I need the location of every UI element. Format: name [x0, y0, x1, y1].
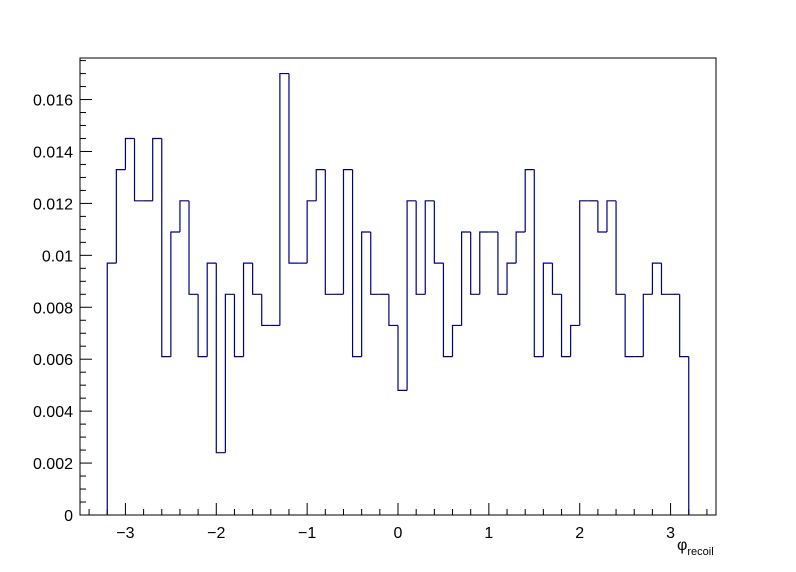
histogram-bin	[179, 200, 190, 232]
x-axis-title-subscript: recoil	[687, 546, 713, 558]
y-tick-label: 0.016	[33, 93, 73, 110]
x-tick-label: 2	[575, 525, 584, 542]
histogram-bin	[252, 263, 262, 295]
histogram-bin	[224, 293, 235, 453]
histogram-bin	[579, 200, 589, 326]
histogram-bin	[279, 72, 289, 326]
histogram-bin	[370, 231, 380, 295]
histogram-bin	[415, 200, 426, 295]
histogram-bin	[615, 200, 626, 295]
histogram-bin	[524, 169, 535, 232]
y-tick-label: 0.002	[33, 456, 73, 473]
histogram-bin	[215, 263, 226, 454]
y-tick-label: 0.004	[33, 404, 73, 421]
histogram-bin	[461, 231, 471, 326]
histogram-bin	[206, 262, 217, 357]
histogram-bin	[660, 263, 671, 295]
y-tick-label: 0.014	[33, 144, 73, 161]
histogram-bin	[606, 200, 617, 232]
x-tick-label: 3	[666, 525, 675, 542]
y-tick-label: 0.006	[33, 352, 73, 369]
histogram-bin	[479, 231, 489, 295]
y-tick-label: 0	[64, 508, 73, 525]
histogram-bin	[197, 294, 208, 358]
histogram-bin	[470, 231, 480, 295]
histogram-bin	[261, 294, 271, 327]
histogram-bin	[161, 138, 171, 358]
histogram-bin	[152, 137, 162, 201]
x-tick-label: −1	[298, 525, 316, 542]
histogram-bin	[406, 200, 417, 391]
histogram-bin	[515, 231, 526, 264]
x-axis: −3 −2 −1 0 1 2 3	[88, 503, 708, 542]
histogram-bin	[442, 263, 453, 358]
x-tick-label: −2	[207, 525, 225, 542]
histogram-bin	[233, 294, 244, 358]
histogram-bin	[506, 262, 517, 295]
histogram-bin	[679, 294, 689, 358]
x-tick-label: 0	[394, 525, 403, 542]
histogram-bin	[124, 137, 135, 170]
histogram-bin	[542, 262, 553, 357]
histogram-bin	[424, 200, 435, 295]
histogram-bin	[597, 200, 607, 233]
x-axis-title: φrecoil	[677, 537, 714, 558]
x-tick-label: 1	[484, 525, 493, 542]
histogram-bin	[388, 294, 398, 327]
histogram-bin	[133, 138, 144, 202]
y-tick-label: 0.01	[42, 248, 73, 265]
y-tick-label: 0.008	[33, 300, 73, 317]
histogram-bin	[288, 73, 299, 264]
y-tick-label: 0.012	[33, 196, 73, 213]
histogram-bin	[451, 324, 462, 357]
histogram-bin	[560, 294, 571, 358]
histogram-bin	[533, 169, 544, 358]
histogram-bin	[433, 200, 444, 264]
histogram-bin	[106, 262, 117, 515]
histogram-bin	[570, 324, 580, 357]
histogram-bin	[242, 262, 253, 357]
histogram-bin	[306, 200, 317, 264]
histogram-bin	[351, 169, 362, 358]
y-axis: 0 0.002 0.004 0.006 0.008 0.01 0.012 0.014 0.016	[33, 60, 92, 525]
x-axis-title-main: φ	[677, 537, 687, 554]
histogram-bin	[624, 294, 635, 358]
histogram-bin	[188, 200, 199, 295]
histogram-bin	[324, 169, 335, 295]
histogram-bin	[361, 231, 371, 357]
x-tick-label: −3	[116, 525, 134, 542]
histogram-bin	[315, 169, 326, 201]
histogram-bin	[551, 263, 562, 295]
histogram-bin	[642, 293, 653, 357]
histogram-bin	[397, 325, 408, 391]
histogram-bin	[651, 262, 662, 295]
histogram-bin	[115, 169, 126, 264]
histogram-series	[106, 72, 690, 515]
histogram-bin	[170, 231, 180, 357]
histogram-bin	[342, 169, 353, 295]
histogram-bin	[497, 231, 508, 295]
